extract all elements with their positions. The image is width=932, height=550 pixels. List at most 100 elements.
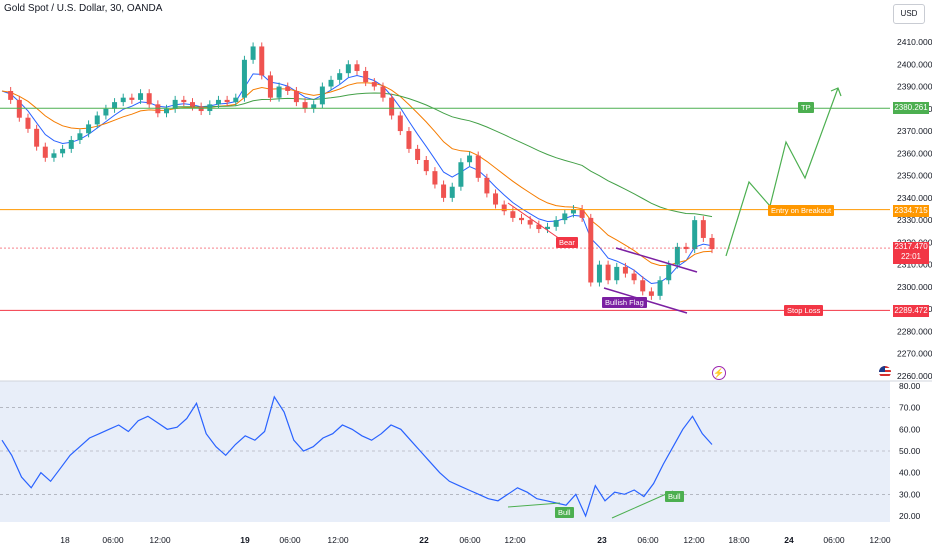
candle-body — [415, 148, 421, 161]
candle-body — [94, 115, 100, 125]
candle-body — [120, 97, 126, 103]
time-tick-label: 06:00 — [102, 535, 124, 545]
entry-label: Entry on Breakout — [768, 205, 835, 216]
price-tick-label: 2330.000 — [897, 215, 932, 225]
candle-countdown: 22:01 — [900, 252, 922, 261]
bull-label-2: Bull — [665, 491, 684, 502]
candle-body — [596, 264, 602, 283]
rsi-bull-divergence-2 — [611, 490, 674, 519]
candle-body — [544, 226, 550, 230]
rsi-tick-label: 70.00 — [899, 403, 921, 413]
time-tick-label: 12:00 — [683, 535, 705, 545]
price-tick-label: 2370.000 — [897, 126, 932, 136]
time-tick-label: 12:00 — [504, 535, 526, 545]
candle-body — [570, 209, 576, 214]
candle-body — [189, 102, 195, 107]
candle-body — [588, 217, 594, 283]
candle-body — [692, 220, 698, 250]
candle-body — [328, 79, 334, 87]
candle-body — [648, 291, 654, 296]
candle-body — [267, 75, 273, 98]
price-tick-label: 2300.000 — [897, 282, 932, 292]
tp-price-label: 2380.261 — [893, 102, 929, 114]
candle-body — [666, 264, 672, 281]
candle-body — [155, 104, 161, 114]
ema-slow-line — [175, 92, 713, 218]
time-tick-label: 06:00 — [823, 535, 845, 545]
candle-body — [241, 59, 247, 98]
candle-body — [449, 186, 455, 198]
current-price-label: 2317.470 22:01 — [893, 242, 929, 264]
us-flag-icon[interactable] — [879, 366, 891, 378]
entry-price-label: 2334.715 — [893, 205, 929, 217]
candle-body — [51, 153, 57, 158]
price-tick-label: 2390.000 — [897, 82, 932, 92]
candle-body — [354, 64, 360, 71]
candle-body — [441, 184, 447, 198]
price-tick-label: 2400.000 — [897, 59, 932, 69]
projection-path — [725, 87, 839, 257]
projection-arrowhead — [830, 87, 842, 97]
candle-body — [259, 46, 265, 76]
candle-body — [614, 266, 620, 281]
time-tick-label: 06:00 — [637, 535, 659, 545]
candle-body — [467, 155, 473, 163]
time-tick-label: 06:00 — [279, 535, 301, 545]
candle-body — [146, 93, 152, 105]
candle-body — [475, 155, 481, 178]
candle-body — [363, 70, 369, 83]
candle-body — [285, 86, 291, 91]
candle-body — [553, 220, 559, 227]
bear-label: Bear — [556, 237, 578, 248]
chart-title: Gold Spot / U.S. Dollar, 30, OANDA — [4, 3, 163, 14]
candle-body — [164, 108, 170, 114]
currency-button[interactable]: USD — [893, 4, 925, 24]
candle-body — [562, 213, 568, 221]
candle-body — [293, 90, 299, 103]
rsi-tick-label: 80.00 — [899, 381, 921, 391]
price-tick-label: 2310.000 — [897, 260, 932, 270]
candle-body — [172, 99, 178, 109]
candle-body — [250, 46, 256, 60]
candle-body — [224, 99, 230, 103]
lightning-icon[interactable]: ⚡ — [712, 366, 726, 380]
bullish-flag-label: Bullish Flag — [602, 297, 647, 308]
time-tick-label: 24 — [784, 535, 794, 545]
rsi-bull-divergence-1 — [507, 502, 561, 508]
candle-body — [112, 102, 118, 109]
time-tick-label: 22 — [419, 535, 429, 545]
candle-body — [129, 97, 135, 100]
rsi-tick-label: 20.00 — [899, 511, 921, 521]
price-tick-label: 2350.000 — [897, 171, 932, 181]
candle-body — [423, 160, 429, 172]
candle-body — [319, 86, 325, 105]
flag-upper-line — [615, 247, 698, 273]
time-tick-label: 18:00 — [728, 535, 750, 545]
candle-body — [605, 264, 611, 281]
candle-body — [674, 246, 680, 265]
tp-label: TP — [798, 102, 814, 113]
rsi-tick-label: 30.00 — [899, 489, 921, 499]
candle-body — [700, 220, 706, 238]
candle-body — [60, 148, 66, 154]
candle-body — [345, 64, 351, 74]
candle-body — [397, 115, 403, 132]
candle-body — [302, 102, 308, 109]
candle-body — [181, 99, 187, 103]
price-tick-label: 2340.000 — [897, 193, 932, 203]
time-tick-label: 19 — [240, 535, 250, 545]
rsi-tick-label: 50.00 — [899, 446, 921, 456]
candle-body — [709, 237, 715, 250]
candle-body — [215, 99, 221, 105]
candle-body — [103, 108, 109, 116]
candle-body — [371, 82, 377, 87]
candle-body — [657, 280, 663, 296]
candle-body — [579, 209, 585, 218]
candle-body — [276, 86, 282, 98]
candle-body — [68, 139, 74, 149]
time-tick-label: 12:00 — [869, 535, 891, 545]
candle-body — [683, 246, 689, 250]
candle-body — [138, 93, 144, 100]
stop-price-label: 2289.472 — [893, 305, 929, 317]
